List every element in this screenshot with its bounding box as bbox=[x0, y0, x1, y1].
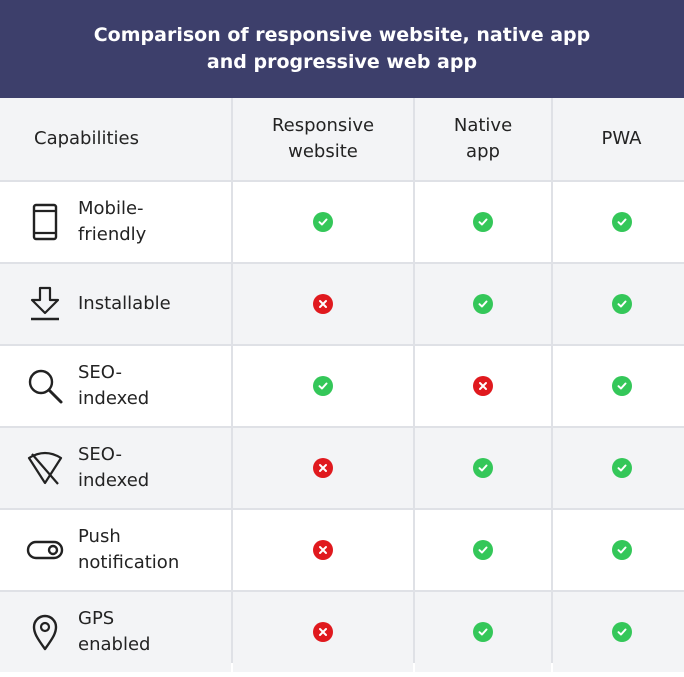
capability-label: Mobile-friendly bbox=[78, 198, 147, 245]
cross-icon bbox=[313, 458, 333, 478]
status-cell bbox=[233, 264, 413, 344]
check-icon bbox=[611, 622, 632, 642]
status-cell bbox=[233, 428, 413, 508]
status-cell bbox=[415, 346, 551, 426]
status-cell bbox=[415, 592, 551, 672]
table-row-capability: SEO-indexed bbox=[0, 428, 231, 508]
status-cell bbox=[553, 510, 684, 590]
status-cell bbox=[415, 264, 551, 344]
mobile-phone-icon bbox=[26, 203, 64, 241]
cross-icon bbox=[313, 540, 333, 560]
check-icon bbox=[611, 212, 632, 232]
cross-icon bbox=[313, 294, 333, 314]
status-cell bbox=[553, 592, 684, 672]
download-tray-icon bbox=[26, 285, 64, 323]
status-cell bbox=[553, 264, 684, 344]
check-icon bbox=[611, 540, 632, 560]
column-header-label: Responsive website bbox=[271, 115, 375, 162]
status-cell bbox=[553, 428, 684, 508]
column-header-native-app: Native app bbox=[415, 98, 551, 180]
check-icon bbox=[313, 376, 333, 396]
column-header-label: PWA bbox=[601, 128, 642, 149]
status-cell bbox=[415, 428, 551, 508]
table-row-capability: Mobile-friendly bbox=[0, 182, 231, 262]
capability-label: Installable bbox=[78, 293, 171, 314]
column-header-capabilities: Capabilities bbox=[0, 98, 231, 180]
page-title: Comparison of responsive website, native… bbox=[93, 24, 591, 73]
status-cell bbox=[415, 182, 551, 262]
check-icon bbox=[473, 458, 493, 478]
wifi-off-icon bbox=[26, 449, 64, 487]
check-icon bbox=[313, 212, 333, 232]
column-header-responsive-website: Responsive website bbox=[233, 98, 413, 180]
status-cell bbox=[553, 346, 684, 426]
table-row-capability: GPS enabled bbox=[0, 592, 231, 672]
status-cell bbox=[233, 182, 413, 262]
check-icon bbox=[611, 458, 632, 478]
status-cell bbox=[415, 510, 551, 590]
check-icon bbox=[611, 294, 632, 314]
table-row-capability: SEO-indexed bbox=[0, 346, 231, 426]
status-cell bbox=[233, 592, 413, 672]
cross-icon bbox=[313, 622, 333, 642]
check-icon bbox=[611, 376, 632, 396]
column-header-pwa: PWA bbox=[553, 98, 684, 180]
check-icon bbox=[473, 212, 493, 232]
cross-icon bbox=[473, 376, 493, 396]
title-banner: Comparison of responsive website, native… bbox=[0, 0, 684, 98]
capability-label: SEO-indexed bbox=[78, 362, 150, 409]
capability-label: SEO-indexed bbox=[78, 444, 150, 491]
check-icon bbox=[473, 622, 493, 642]
status-cell bbox=[553, 182, 684, 262]
check-icon bbox=[473, 540, 493, 560]
status-cell bbox=[233, 346, 413, 426]
location-pin-icon bbox=[26, 613, 64, 651]
status-cell bbox=[233, 510, 413, 590]
table-row-capability: Push notification bbox=[0, 510, 231, 590]
capability-label: Push notification bbox=[78, 526, 180, 573]
toggle-switch-icon bbox=[26, 531, 64, 569]
capability-label: GPS enabled bbox=[78, 608, 151, 655]
comparison-table: Capabilities Responsive website Native a… bbox=[0, 98, 684, 677]
check-icon bbox=[473, 294, 493, 314]
column-header-label: Capabilities bbox=[34, 128, 139, 149]
column-header-label: Native app bbox=[453, 115, 513, 162]
magnifier-icon bbox=[26, 367, 64, 405]
table-row-capability: Installable bbox=[0, 264, 231, 344]
